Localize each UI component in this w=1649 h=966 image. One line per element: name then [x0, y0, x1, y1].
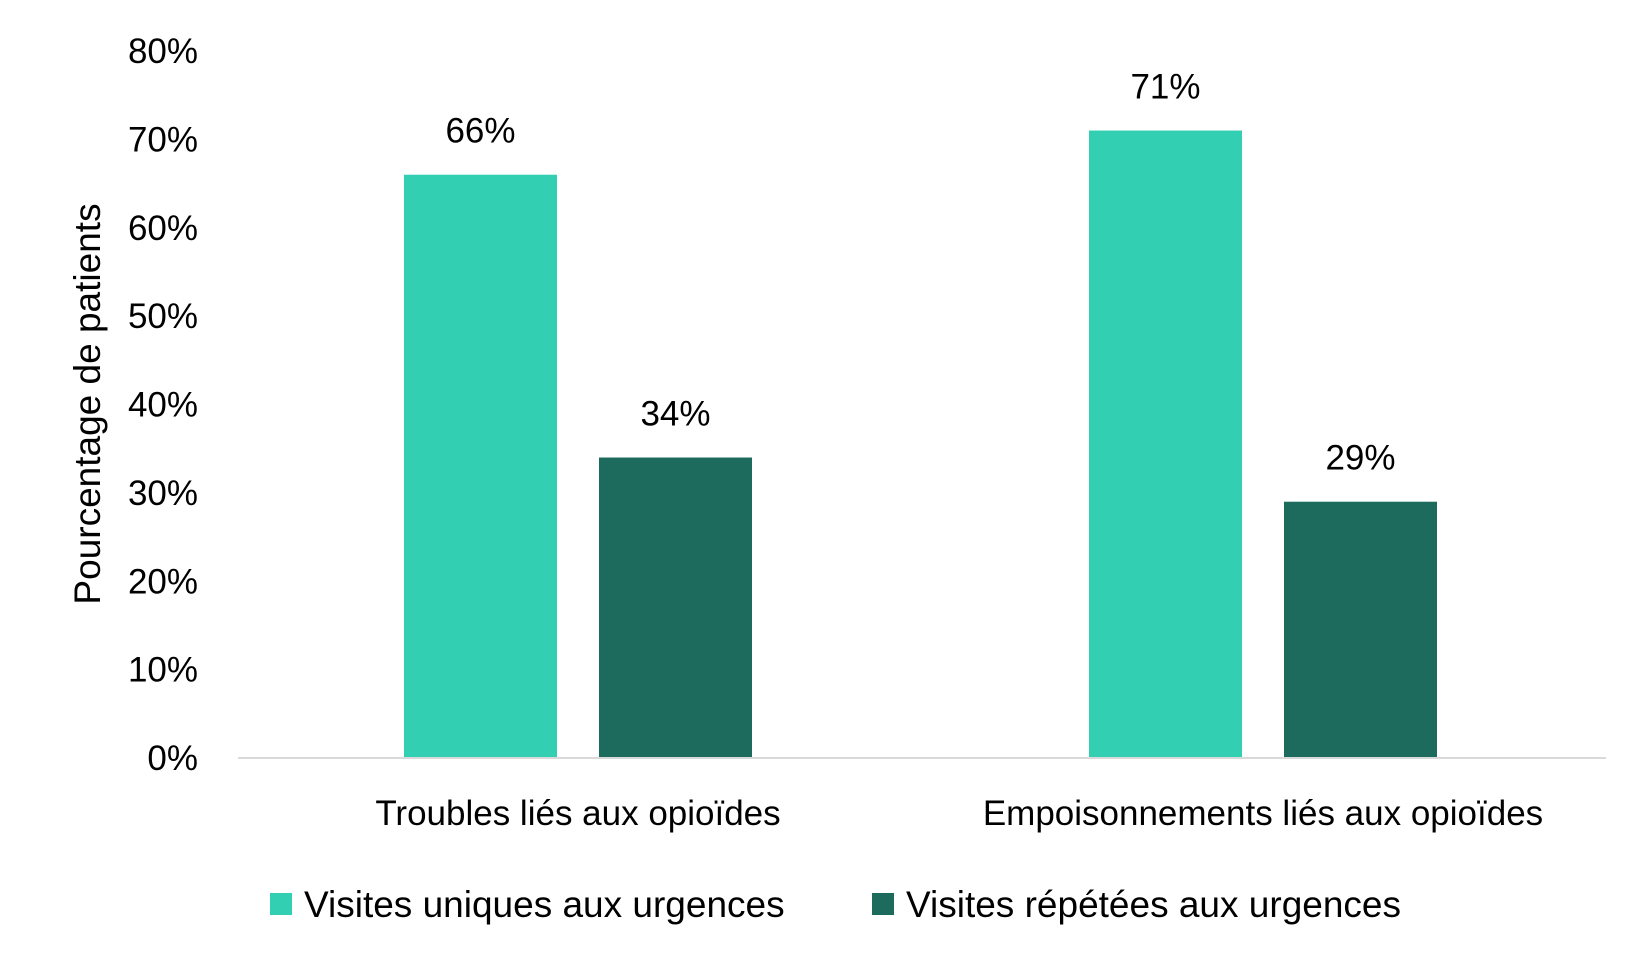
legend-swatch: [270, 893, 292, 915]
y-tick-label: 70%: [128, 120, 198, 159]
y-tick-label: 50%: [128, 297, 198, 336]
y-axis-title: Pourcentage de patients: [67, 203, 108, 604]
bars: [404, 130, 1437, 759]
y-tick-label: 30%: [128, 474, 198, 513]
y-axis-ticks: 0% 10% 20% 30% 40% 50% 60% 70% 80%: [128, 32, 198, 778]
x-axis-category-labels: Troubles liés aux opioïdes Empoisonnement…: [375, 794, 1543, 833]
data-label: 66%: [445, 112, 515, 151]
x-category-label: Troubles liés aux opioïdes: [375, 794, 780, 833]
bar-series-2-category-1: [599, 457, 752, 758]
legend-label: Visites uniques aux urgences: [304, 884, 785, 925]
data-label: 71%: [1130, 68, 1200, 107]
bar-series-1-category-2: [1089, 130, 1242, 759]
legend: Visites uniques aux urgences Visites répé…: [270, 884, 1401, 925]
y-tick-label: 60%: [128, 209, 198, 248]
x-category-label: Empoisonnements liés aux opioïdes: [983, 794, 1543, 833]
data-label: 34%: [640, 395, 710, 434]
legend-label: Visites répétées aux urgences: [906, 884, 1401, 925]
y-tick-label: 40%: [128, 386, 198, 425]
bar-series-2-category-2: [1284, 501, 1437, 758]
legend-swatch: [872, 893, 894, 915]
data-labels: 66% 34% 71% 29%: [445, 68, 1395, 478]
y-tick-label: 80%: [128, 32, 198, 71]
y-tick-label: 0%: [147, 739, 198, 778]
y-tick-label: 10%: [128, 651, 198, 690]
data-label: 29%: [1325, 439, 1395, 478]
bar-series-1-category-1: [404, 174, 557, 759]
y-tick-label: 20%: [128, 562, 198, 601]
